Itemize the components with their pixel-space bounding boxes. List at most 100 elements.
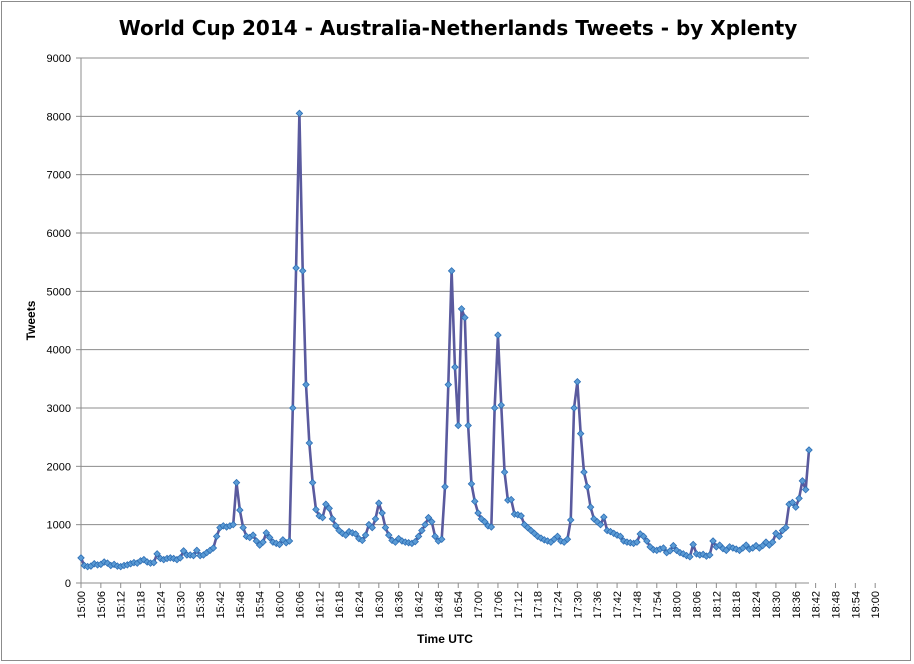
x-tick-label: 15:12 (116, 591, 128, 619)
data-point (666, 547, 674, 555)
data-point (441, 482, 449, 491)
x-tick-label: 16:12 (314, 591, 326, 619)
data-point (500, 468, 509, 476)
data-point (497, 401, 506, 409)
x-tick-label: 17:12 (513, 591, 525, 619)
data-point (742, 541, 750, 549)
data-point (643, 537, 651, 545)
x-tick-label: 17:00 (473, 591, 485, 619)
x-tick-label: 15:42 (215, 591, 227, 619)
data-point (699, 550, 707, 559)
x-tick-label: 16:36 (394, 591, 406, 619)
data-point (487, 523, 496, 531)
data-point (431, 532, 439, 541)
x-tick-label: 18:00 (672, 591, 684, 619)
x-tick-label: 17:54 (652, 591, 664, 619)
data-point (474, 509, 482, 517)
x-tick-label: 16:06 (294, 591, 306, 619)
data-point (583, 482, 592, 491)
y-tick-label: 1000 (47, 520, 71, 532)
data-point (616, 532, 625, 541)
series-line (79, 112, 811, 568)
data-point (249, 531, 257, 539)
x-tick-label: 15:00 (76, 591, 88, 619)
data-point (414, 532, 423, 541)
data-point (252, 537, 261, 545)
data-point (153, 550, 161, 558)
y-tick-label: 4000 (47, 345, 71, 357)
x-tick-label: 18:30 (771, 591, 783, 619)
x-tick-label: 19:00 (870, 591, 882, 619)
x-tick-label: 16:42 (414, 591, 426, 619)
x-tick-label: 17:42 (612, 591, 624, 619)
x-tick-label: 17:36 (592, 591, 604, 619)
data-point (805, 446, 813, 454)
data-point (633, 538, 641, 546)
data-point (298, 267, 307, 275)
data-point (176, 554, 185, 562)
data-point (494, 331, 502, 339)
data-point (295, 109, 304, 118)
x-tick-label: 17:18 (533, 591, 545, 619)
x-tick-label: 15:54 (255, 591, 267, 619)
x-tick-label: 18:48 (830, 591, 842, 619)
data-point (384, 531, 393, 539)
data-point (461, 313, 469, 322)
data-point (361, 531, 370, 539)
data-point (659, 544, 668, 552)
data-point (788, 498, 797, 507)
x-tick-label: 16:24 (354, 591, 366, 619)
data-point (669, 541, 678, 550)
x-tick-label: 17:30 (572, 591, 584, 619)
data-point (375, 499, 383, 507)
data-point (318, 513, 327, 522)
data-point (609, 529, 618, 538)
data-point (308, 478, 317, 487)
data-point (600, 513, 608, 521)
data-point (371, 515, 380, 523)
data-point (381, 523, 390, 532)
data-point (427, 517, 436, 526)
gridlines (81, 57, 809, 526)
data-point (378, 509, 386, 517)
data-point (451, 363, 459, 371)
x-tick-label: 18:18 (731, 591, 743, 619)
data-point (467, 480, 476, 488)
x-tick-label: 16:00 (275, 591, 287, 619)
data-point (454, 421, 463, 430)
x-tick-label: 16:54 (453, 591, 465, 619)
x-tick-label: 18:12 (711, 591, 723, 619)
y-tick-label: 3000 (47, 403, 71, 415)
data-point (437, 535, 446, 544)
data-point (265, 533, 274, 542)
y-tick-label: 5000 (47, 286, 71, 298)
data-point (795, 494, 803, 503)
data-point (490, 404, 499, 412)
data-point (239, 523, 247, 532)
data-point (573, 377, 582, 386)
data-point (768, 538, 777, 546)
data-point (471, 497, 479, 506)
data-point (302, 380, 310, 389)
data-point (606, 527, 615, 536)
x-tick-label: 17:24 (553, 591, 565, 619)
data-point (259, 538, 267, 546)
x-tick-label: 15:24 (155, 591, 167, 619)
data-point (464, 421, 472, 430)
data-point (457, 305, 466, 313)
data-point (424, 513, 433, 522)
data-point (801, 485, 810, 494)
data-point (411, 537, 419, 546)
series-group (77, 109, 813, 571)
data-point (236, 506, 244, 514)
data-point (275, 540, 284, 549)
x-axis-title: Time UTC (417, 632, 473, 646)
y-tick-label: 2000 (47, 461, 71, 473)
data-point (305, 439, 314, 447)
data-point (312, 505, 320, 514)
data-point (328, 515, 337, 523)
data-point (553, 532, 562, 541)
data-point (193, 546, 201, 555)
data-point (517, 512, 525, 520)
